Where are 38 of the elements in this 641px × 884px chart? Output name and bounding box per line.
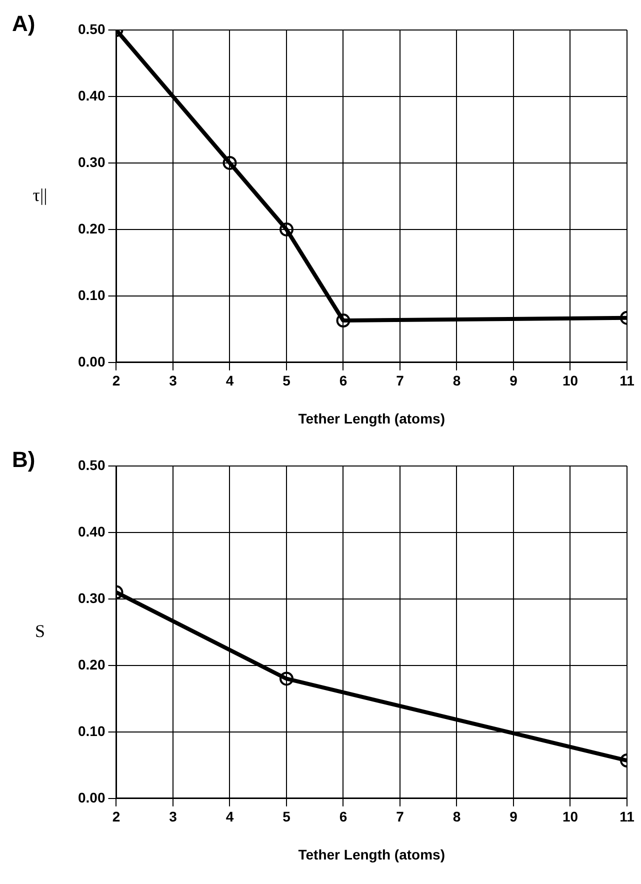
y-axis-title: S [34, 620, 46, 641]
x-axis-title: Tether Length (atoms) [298, 410, 445, 426]
y-tick-label: 0.20 [78, 220, 106, 236]
y-tick-label: 0.30 [78, 590, 106, 606]
y-tick-label: 0.20 [78, 656, 106, 672]
y-tick-label: 0.50 [78, 20, 106, 37]
x-tick-label: 10 [562, 808, 578, 825]
x-tick-label: 8 [452, 808, 461, 825]
x-tick-label: 7 [396, 808, 404, 825]
x-tick-label: 5 [282, 372, 291, 389]
x-tick-label: 6 [339, 808, 348, 825]
y-tick-label: 0.00 [78, 353, 106, 370]
x-tick-label: 3 [169, 372, 178, 389]
y-tick-label: 0.30 [78, 154, 106, 170]
x-tick-label: 9 [510, 372, 518, 389]
x-tick-label: 11 [620, 372, 635, 389]
y-tick-label: 0.50 [78, 456, 106, 473]
y-axis-title: τ|| [32, 184, 48, 205]
y-tick-label: 0.10 [78, 722, 106, 739]
x-tick-label: 4 [226, 808, 234, 825]
x-tick-label: 11 [620, 808, 635, 825]
x-tick-label: 2 [112, 372, 120, 389]
x-tick-label: 8 [452, 372, 461, 389]
text: A) [12, 11, 36, 36]
x-axis-title: Tether Length (atoms) [298, 846, 445, 862]
text: B) [12, 447, 36, 472]
x-tick-label: 5 [282, 808, 291, 825]
x-tick-label: 7 [396, 372, 404, 389]
y-tick-label: 0.10 [78, 286, 106, 303]
x-tick-label: 6 [339, 372, 348, 389]
x-tick-label: 10 [562, 372, 578, 389]
x-tick-label: 4 [226, 372, 234, 389]
x-tick-label: 2 [112, 808, 120, 825]
x-tick-label: 3 [169, 808, 178, 825]
x-tick-label: 9 [510, 808, 518, 825]
y-tick-label: 0.40 [78, 87, 106, 104]
y-tick-label: 0.40 [78, 523, 106, 540]
y-tick-label: 0.00 [78, 789, 106, 806]
